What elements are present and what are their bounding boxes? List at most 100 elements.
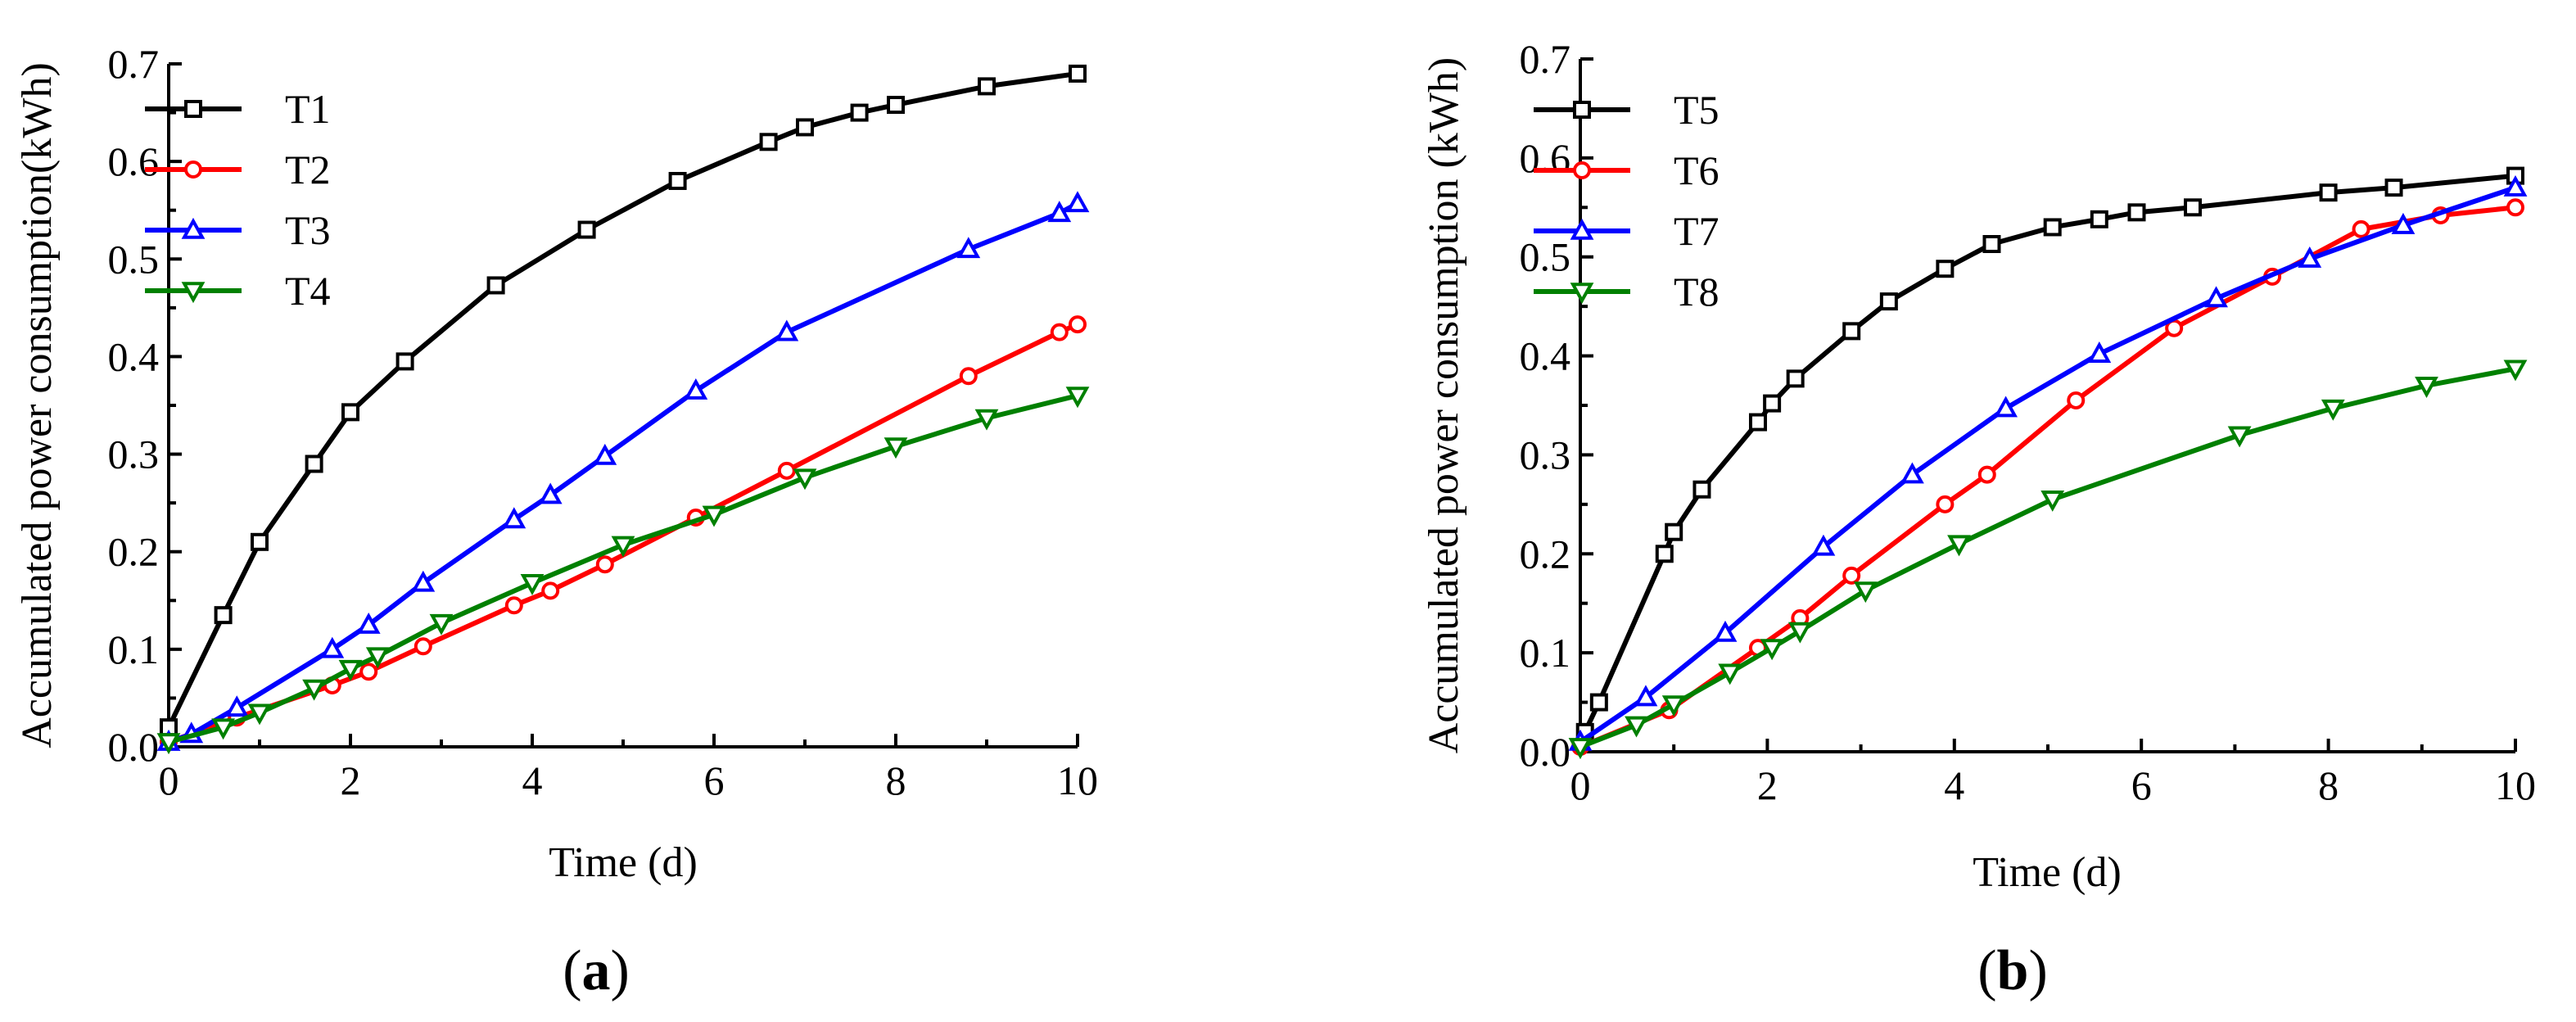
- panel-b-legend-marker: [1570, 283, 1594, 305]
- panel-b-data-point-t7: [2503, 174, 2528, 197]
- panel-b-legend-label: T6: [1674, 147, 1720, 193]
- panel-a-x-tick-label: 2: [341, 757, 361, 803]
- panel-a-y-tick-label: 0.7: [108, 41, 160, 87]
- panel-a-legend-item-t3: T3: [145, 207, 331, 253]
- panel-a-data-point-t3: [224, 695, 249, 717]
- panel-a-series-t2: [160, 315, 1087, 752]
- panel-b-legend-item-t8: T8: [1534, 269, 1720, 314]
- panel-b-legend-item-t7: T7: [1534, 208, 1720, 254]
- panel-b-data-point-t8: [1718, 663, 1742, 685]
- panel-b-series-t5: [1575, 166, 2524, 741]
- panel-b-data-point-t5: [1786, 369, 1805, 388]
- panel-a-series-t4: [156, 387, 1090, 755]
- panel-a-data-point-t2: [541, 581, 560, 600]
- panel-b-legend-marker: [1573, 161, 1591, 179]
- panel-b-data-point-t5: [1763, 394, 1782, 413]
- panel-a-series-line-t3: [168, 201, 1079, 744]
- panel-a-legend-marker: [184, 100, 202, 118]
- panel-b-data-point-t6: [1977, 465, 1996, 484]
- panel-b-data-point-t5: [1692, 480, 1711, 499]
- panel-b-data-point-t8: [1947, 535, 1971, 557]
- panel-b-y-axis-title: Accumulated power consumption (kWh): [1421, 57, 1467, 754]
- panel-a-legend-item-t4: T4: [145, 268, 331, 314]
- panel-b-x-axis-title: Time (d): [1973, 849, 2122, 896]
- panel-a-x-axis-title: Time (d): [549, 839, 698, 886]
- panel-b-x-tick-label: 10: [2495, 762, 2536, 808]
- panel-a-data-point-t3: [411, 570, 436, 592]
- panel-a-chart: 0 2 4 6 8 10 0.0 0.1 0.2 0.3 0.4 0.5 0.6 0.7 Time (d) A…: [14, 41, 1098, 1002]
- panel-a-y-tick-label: 0.4: [108, 333, 160, 379]
- panel-a-data-point-t1: [668, 171, 687, 190]
- panel-b-data-point-t8: [1568, 738, 1593, 760]
- panel-a-legend-label: T3: [285, 207, 331, 253]
- panel-a-data-point-t2: [1069, 315, 1087, 334]
- panel-a-data-point-t2: [504, 596, 523, 615]
- panel-a-data-point-t4: [884, 437, 908, 459]
- panel-a-data-point-t3: [684, 378, 708, 400]
- panel-a-legend-marker: [181, 217, 206, 239]
- panel-b-data-point-t5: [1936, 260, 1955, 278]
- panel-a-data-point-t4: [156, 733, 181, 755]
- panel-b-data-point-t7: [2204, 286, 2228, 308]
- panel-a-data-point-t4: [611, 536, 635, 558]
- panel-b-data-point-t8: [1853, 581, 1878, 604]
- panel-a-series-t3: [156, 191, 1090, 751]
- panel-a-data-point-t1: [577, 220, 596, 239]
- panel-b-data-point-t8: [2415, 377, 2438, 398]
- panel-a-legend-item-t2: T2: [145, 147, 331, 192]
- panel-b-series-t7: [1568, 174, 2528, 751]
- panel-a-data-point-t4: [974, 409, 999, 431]
- panel-a-data-point-t4: [338, 659, 363, 681]
- panel-a-x-tick-label: 8: [886, 757, 906, 803]
- panel-a-data-point-t3: [1065, 191, 1090, 213]
- panel-b-data-point-t7: [1811, 534, 1836, 556]
- panel-a-legend-marker: [181, 282, 206, 304]
- panel-a-data-point-t3: [775, 319, 799, 341]
- panel-a-legend-label: T4: [285, 268, 331, 314]
- panel-a-data-point-t2: [359, 662, 378, 681]
- panel-a-y-tick-label: 0.6: [108, 138, 160, 184]
- panel-b-data-point-t8: [1760, 639, 1784, 661]
- panel-b-data-point-t5: [1879, 292, 1898, 311]
- panel-a-data-point-t1: [486, 276, 505, 295]
- panel-b-label: (b): [1977, 939, 2048, 1002]
- panel-b-x-tick-label: 2: [1757, 762, 1778, 808]
- panel-a-series-t1: [160, 64, 1087, 737]
- panel-a-y-tick-label: 0.2: [108, 529, 160, 575]
- panel-b-data-point-t5: [1982, 235, 2001, 254]
- panel-b-x-tick-label: 6: [2131, 762, 2152, 808]
- panel-a-data-point-t2: [959, 367, 978, 386]
- panel-b-data-point-t8: [1787, 622, 1812, 644]
- panel-b-data-point-t5: [1655, 545, 1674, 563]
- panel-b-data-point-t6: [1842, 566, 1861, 585]
- panel-b-legend-label: T5: [1674, 87, 1720, 133]
- panel-a-data-point-t1: [796, 118, 814, 137]
- panel-a-data-point-t4: [1065, 387, 1090, 409]
- panel-b-data-point-t5: [1748, 413, 1767, 432]
- panel-a-data-point-t2: [414, 637, 432, 656]
- panel-a-data-point-t4: [211, 718, 235, 740]
- panel-a-series-line-t2: [167, 322, 1079, 744]
- panel-b-data-point-t7: [1900, 462, 1924, 484]
- panel-b-legend-label: T7: [1674, 208, 1720, 254]
- panel-b-data-point-t5: [2043, 218, 2062, 237]
- panel-a-x-tick-label: 10: [1057, 757, 1098, 803]
- panel-b-data-point-t7: [2087, 341, 2112, 363]
- panel-a-series-line-t4: [168, 393, 1078, 744]
- panel-b-data-point-t6: [1936, 495, 1955, 513]
- panel-a-x-tick-label: 0: [159, 757, 179, 803]
- panel-a-y-tick-label: 0.5: [108, 236, 160, 282]
- panel-a-data-point-t1: [251, 532, 269, 551]
- panel-a-y-axis-title: Accumulated power consumption(kWh): [14, 62, 61, 748]
- panel-b-series-line-t5: [1582, 173, 2516, 734]
- panel-b-data-point-t7: [1634, 685, 1658, 707]
- panel-b-data-point-t7: [1994, 396, 2018, 418]
- panel-b-data-point-t6: [2352, 219, 2370, 238]
- panel-b-chart: 0 2 4 6 8 10 0.0 0.1 0.2 0.3 0.4 0.5 0.6 0.7 Time (d) A…: [1421, 36, 2536, 1002]
- panel-a-data-point-t4: [302, 679, 326, 701]
- panel-a-y-tick-label: 0.1: [108, 626, 160, 672]
- panel-b-data-point-t5: [2090, 210, 2108, 228]
- panel-a-data-point-t1: [759, 133, 778, 151]
- panel-b-legend-item-t5: T5: [1534, 87, 1720, 133]
